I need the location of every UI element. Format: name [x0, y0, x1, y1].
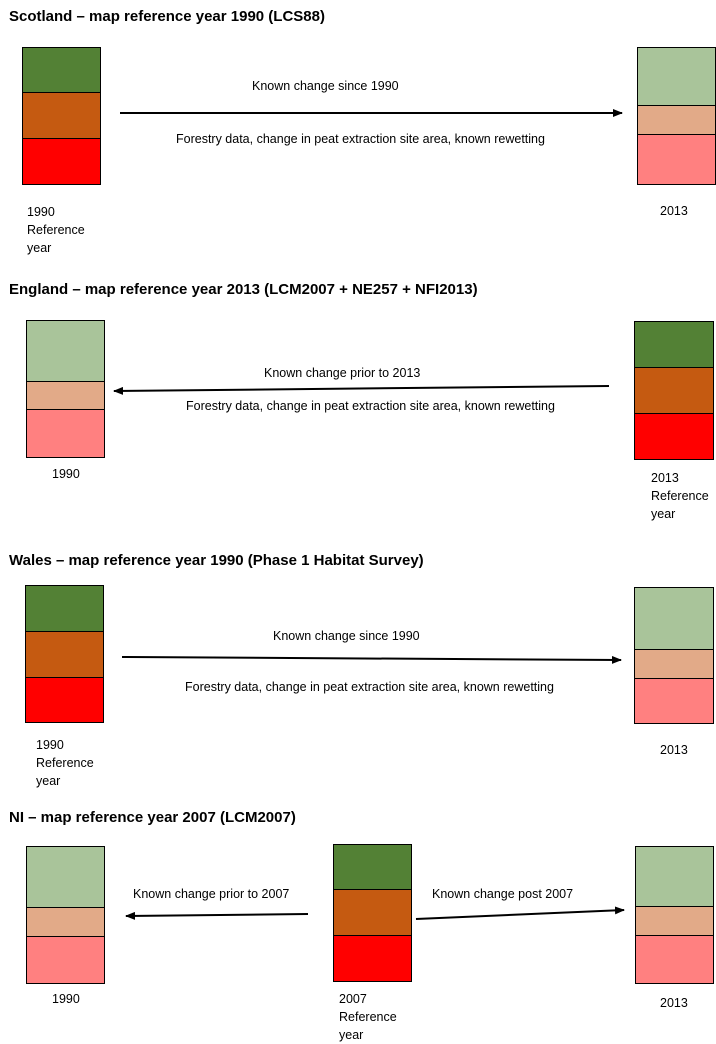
ni-2007-brown-bar [333, 889, 412, 936]
scotland-heading: Scotland – map reference year 1990 (LCS8… [9, 8, 325, 25]
england-1990-pale-red-bar [26, 409, 105, 458]
ni-right-arrow [415, 906, 625, 920]
ni-middle-label: 2007 Reference year [339, 992, 397, 1042]
wales-1990-brown-bar [25, 631, 104, 678]
wales-arrow-label: Known change since 1990 [273, 629, 420, 643]
england-arrow-subtext: Forestry data, change in peat extraction… [186, 399, 555, 413]
england-arrow-label: Known change prior to 2013 [264, 366, 421, 380]
ni-right-arrow-label: Known change post 2007 [432, 887, 574, 901]
england-left-label: 1990 [52, 467, 80, 481]
ni-left-arrow-label: Known change prior to 2007 [133, 887, 290, 901]
england-1990-light-green-bar [26, 320, 105, 382]
england-2013-brown-bar [634, 367, 714, 414]
ni-2013-pale-red-bar [635, 935, 714, 984]
england-2013-red-bar [634, 413, 714, 460]
wales-arrow-subtext: Forestry data, change in peat extraction… [185, 680, 554, 694]
wales-right-label: 2013 [660, 743, 688, 757]
scotland-arrow-subtext: Forestry data, change in peat extraction… [176, 132, 545, 146]
wales-2013-light-green-bar [634, 587, 714, 650]
scotland-arrow-label: Known change since 1990 [252, 79, 399, 93]
ni-1990-pale-red-bar [26, 936, 105, 984]
wales-1990-dark-green-bar [25, 585, 104, 632]
wales-2013-pale-red-bar [634, 678, 714, 724]
scotland-2013-pale-red-bar [637, 134, 716, 185]
scotland-1990-red-bar [22, 138, 101, 185]
england-right-label: 2013 Reference year [651, 471, 709, 521]
scotland-left-label: 1990 Reference year [27, 205, 85, 255]
ni-heading: NI – map reference year 2007 (LCM2007) [9, 809, 296, 826]
england-heading: England – map reference year 2013 (LCM20… [9, 281, 478, 298]
ni-2007-red-bar [333, 935, 412, 982]
scotland-right-label: 2013 [660, 204, 688, 218]
ni-left-label: 1990 [52, 992, 80, 1006]
ni-1990-pale-brown-bar [26, 907, 105, 937]
ni-2013-light-green-bar [635, 846, 714, 907]
wales-arrow [121, 655, 622, 664]
england-arrow [113, 385, 610, 395]
wales-heading: Wales – map reference year 1990 (Phase 1… [9, 552, 424, 569]
wales-left-label: 1990 Reference year [36, 738, 94, 788]
ni-right-label: 2013 [660, 996, 688, 1010]
wales-1990-red-bar [25, 677, 104, 723]
ni-left-arrow [125, 911, 309, 920]
